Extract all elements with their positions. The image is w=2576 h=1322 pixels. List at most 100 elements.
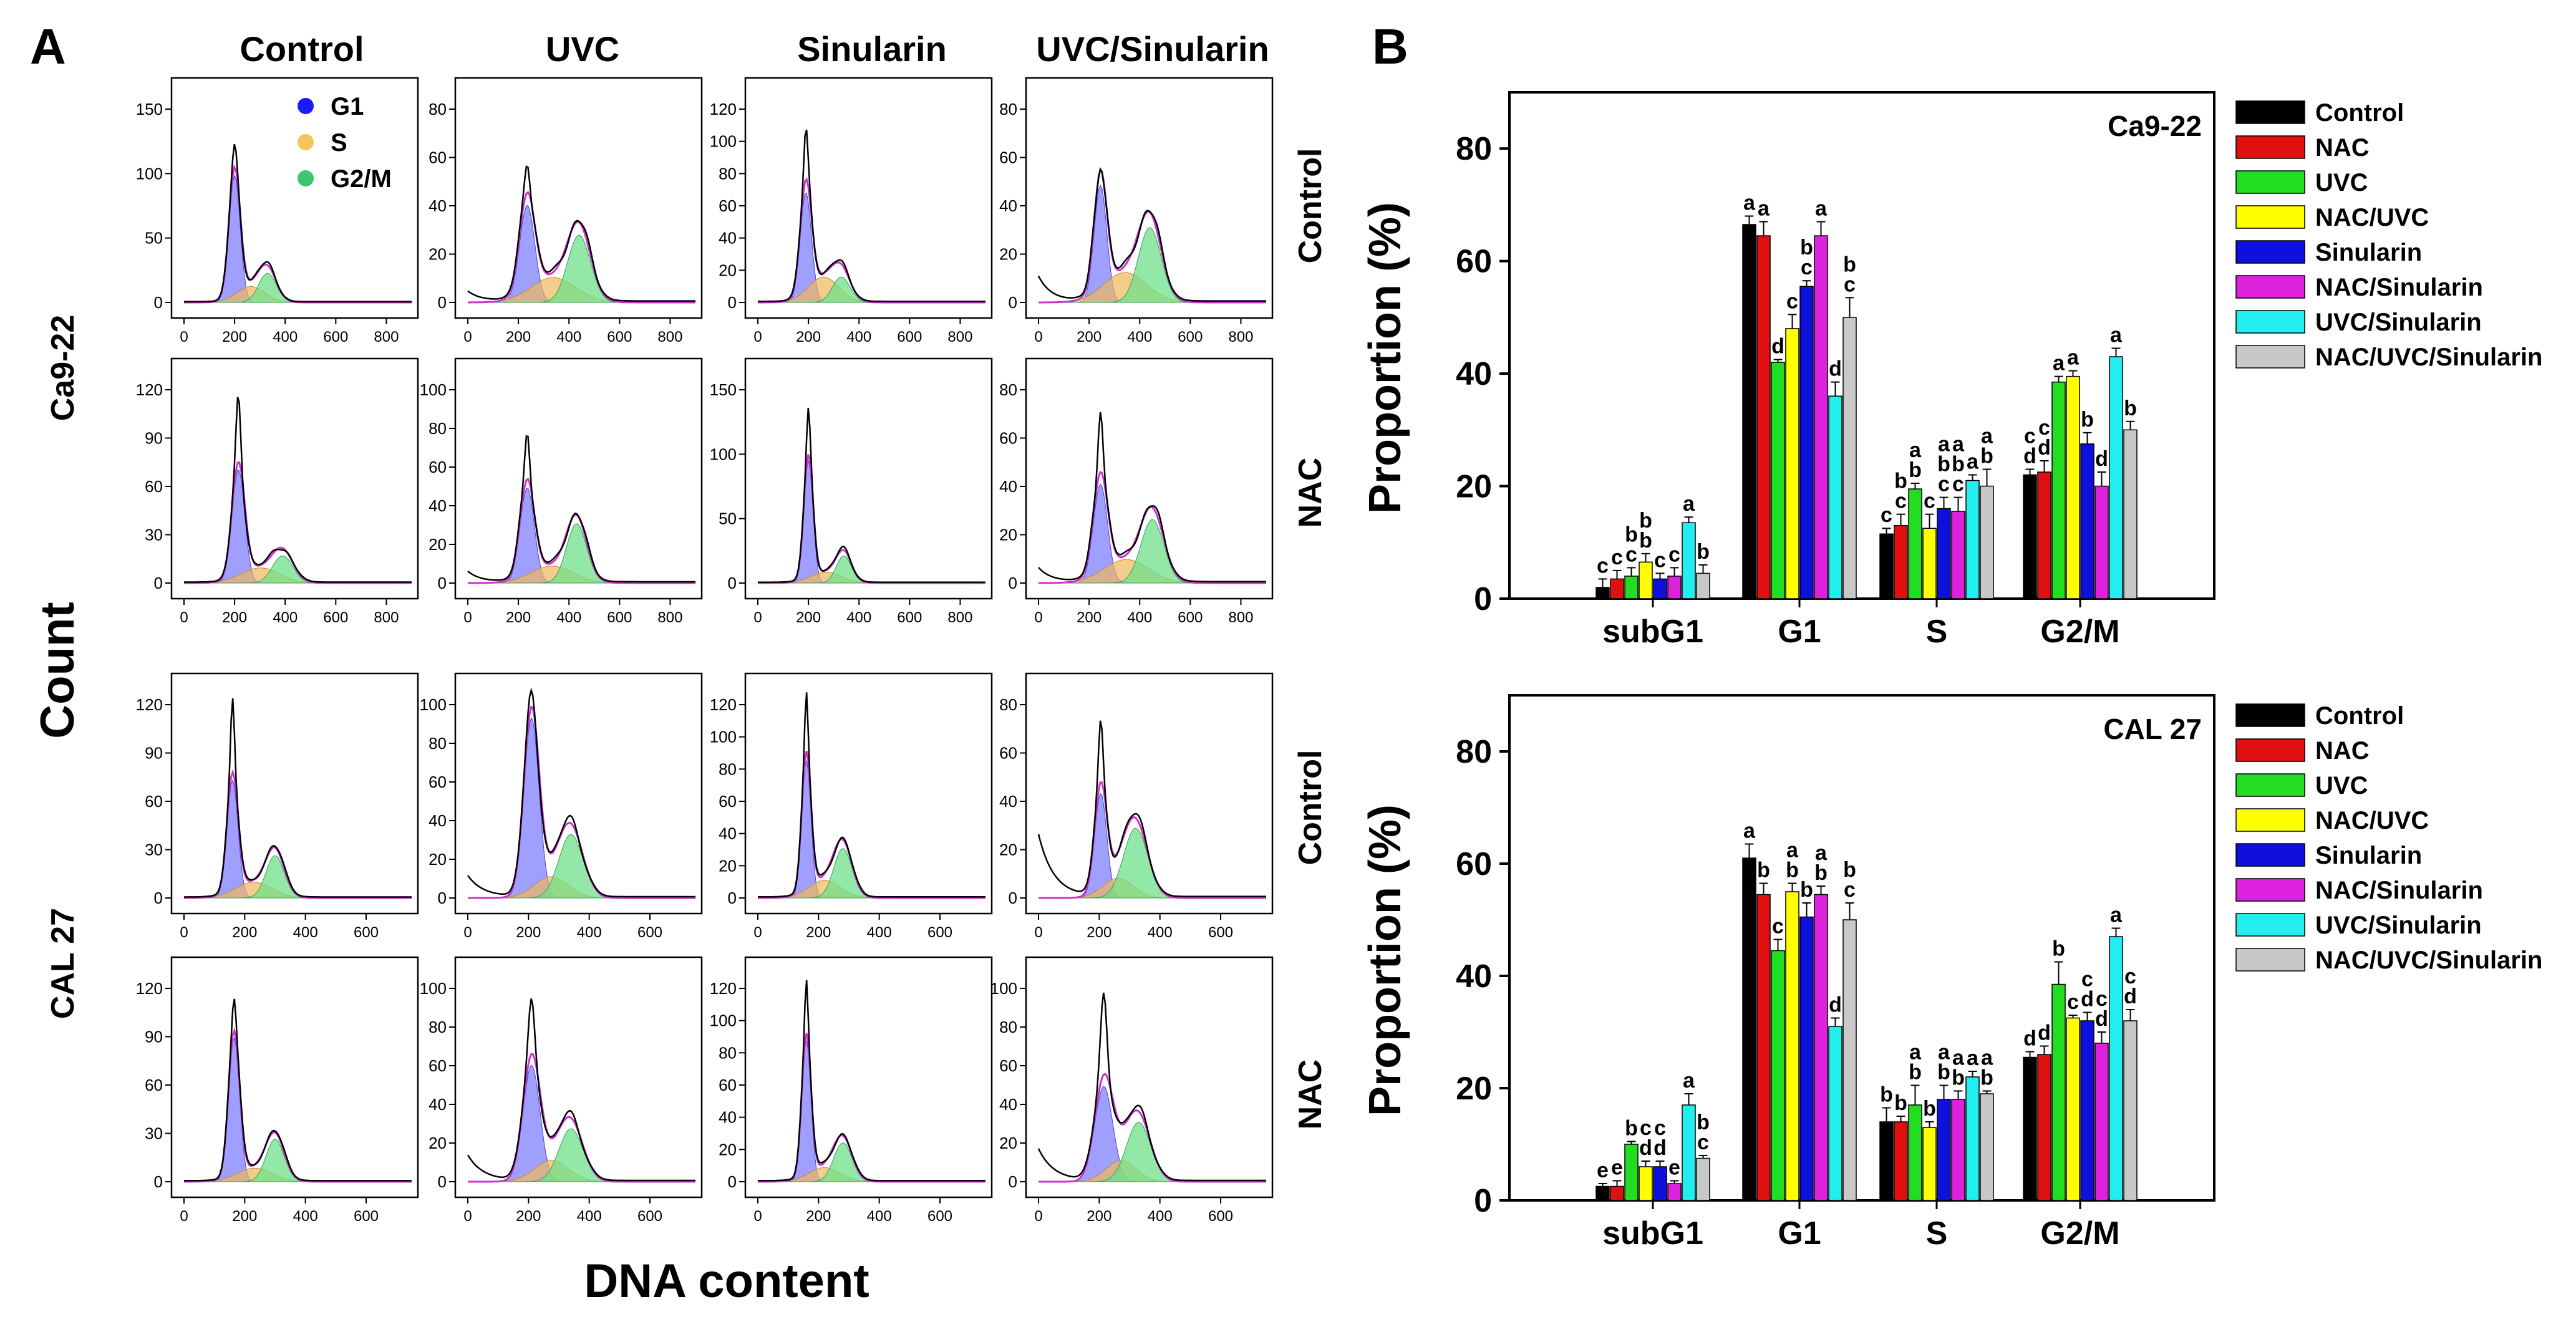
raw-histogram-line bbox=[1037, 720, 1266, 897]
significance-letter: b bbox=[1937, 1061, 1950, 1084]
significance-letter: b bbox=[1697, 540, 1710, 564]
y-tick-label: 120 bbox=[710, 979, 737, 998]
x-tick-label: 600 bbox=[323, 609, 348, 626]
significance-letter: c bbox=[1597, 554, 1609, 577]
y-tick-label: 80 bbox=[719, 760, 737, 778]
cell-line-label-ca922: Ca9-22 bbox=[45, 315, 81, 422]
significance-letter: c bbox=[2096, 987, 2108, 1011]
bar-control-g1 bbox=[1742, 857, 1756, 1201]
y-tick-label: 0 bbox=[154, 293, 163, 312]
significance-letter: c bbox=[1697, 1131, 1709, 1154]
x-tick-label: 400 bbox=[867, 1208, 892, 1225]
significance-letter: c bbox=[1625, 543, 1637, 566]
bar-nac-subg1 bbox=[1610, 578, 1624, 599]
y-tick-label: 120 bbox=[136, 380, 163, 399]
x-tick-label: 200 bbox=[1087, 924, 1111, 941]
model-fit-line bbox=[1039, 470, 1266, 584]
x-tick-label: 600 bbox=[1178, 609, 1203, 626]
significance-letter: c bbox=[2081, 968, 2093, 992]
bar-nac-sinularin-g1 bbox=[1814, 894, 1828, 1201]
bar-nac-uvc-sinularin-g1 bbox=[1842, 919, 1857, 1201]
y-tick-label: 40 bbox=[719, 824, 737, 843]
significance-letter: b bbox=[1923, 1097, 1936, 1121]
bar-uvc-subg1 bbox=[1624, 1144, 1639, 1201]
bar-control-subg1 bbox=[1595, 587, 1610, 599]
x-tick-label: 400 bbox=[846, 329, 871, 345]
significance-letter: c bbox=[1952, 473, 1964, 496]
y-tick-label: 100 bbox=[420, 979, 447, 998]
x-tick-label: 800 bbox=[657, 329, 682, 345]
x-tick-label: 400 bbox=[1148, 924, 1173, 941]
y-tick-label: 60 bbox=[999, 429, 1017, 448]
y-tick-label: 0 bbox=[154, 574, 163, 592]
significance-letter: a bbox=[1683, 1069, 1695, 1093]
histogram-0-2: 0 20 40 60 80 100 120 0 200 400 600 800 bbox=[710, 77, 993, 345]
column-title-uvc: UVC bbox=[546, 29, 619, 69]
y-tick-label: 0 bbox=[1009, 574, 1017, 592]
column-title-control: Control bbox=[240, 29, 364, 69]
y-tick-label: 60 bbox=[429, 1056, 447, 1075]
y-tick-label: 60 bbox=[429, 458, 447, 476]
bar-uvc-g1 bbox=[1771, 950, 1785, 1201]
significance-letter: b bbox=[1625, 523, 1638, 546]
significance-letter: a bbox=[2053, 352, 2065, 375]
y-tick-label: 20 bbox=[999, 526, 1017, 544]
x-tick-label: 0 bbox=[463, 329, 472, 345]
y-tick-label: 60 bbox=[1456, 244, 1492, 280]
bar-nac-uvc-g1 bbox=[1785, 891, 1799, 1201]
legend-label: S bbox=[331, 129, 347, 157]
significance-letter: b bbox=[1800, 878, 1813, 902]
histogram-frame bbox=[744, 672, 993, 915]
significance-letter: d bbox=[1654, 1136, 1667, 1160]
bar-uvc-s bbox=[1908, 1104, 1922, 1201]
significance-letter: a bbox=[1938, 433, 1950, 456]
raw-histogram-line bbox=[758, 407, 985, 583]
raw-histogram-line bbox=[1038, 412, 1266, 582]
bar-nac-uvc-sinularin-subg1 bbox=[1696, 1157, 1710, 1201]
y-tick-label: 60 bbox=[1456, 846, 1492, 882]
legend-label: NAC bbox=[2315, 134, 2370, 162]
raw-histogram-line bbox=[467, 998, 695, 1182]
raw-histogram-line bbox=[184, 698, 412, 898]
significance-letter: d bbox=[2081, 988, 2094, 1011]
y-tick-label: 80 bbox=[999, 380, 1017, 399]
x-tick-label: 400 bbox=[577, 1208, 602, 1225]
legend-swatch bbox=[2235, 135, 2305, 159]
x-tick-label: 0 bbox=[753, 924, 762, 941]
bar-nac-uvc-sinularin-s bbox=[1980, 1093, 1994, 1201]
legend-swatch bbox=[2235, 843, 2305, 867]
x-tick-label: 600 bbox=[354, 1208, 379, 1225]
x-tick-label: 600 bbox=[897, 329, 922, 345]
y-tick-label: 20 bbox=[999, 1134, 1017, 1152]
category-label: G1 bbox=[1778, 1215, 1821, 1252]
significance-letter: e bbox=[1597, 1159, 1609, 1182]
y-tick-label: 20 bbox=[719, 856, 737, 875]
legend-label: UVC/Sinularin bbox=[2315, 309, 2482, 336]
legend-label: UVC/Sinularin bbox=[2315, 912, 2482, 939]
y-tick-label: 20 bbox=[1456, 1071, 1492, 1107]
y-tick-label: 60 bbox=[429, 148, 447, 167]
x-tick-label: 800 bbox=[1228, 609, 1253, 626]
bar-uvc-sinularin-s bbox=[1965, 1076, 1980, 1201]
legend-label: NAC/UVC bbox=[2315, 807, 2429, 834]
y-tick-label: 60 bbox=[999, 148, 1017, 167]
legend-swatch bbox=[2235, 275, 2305, 299]
x-tick-label: 600 bbox=[607, 609, 632, 626]
significance-letter: c bbox=[1844, 273, 1856, 296]
category-label: G2/M bbox=[2040, 1215, 2119, 1252]
histogram-frame bbox=[170, 357, 419, 600]
significance-letter: b bbox=[2052, 937, 2065, 961]
x-tick-label: 0 bbox=[753, 1208, 762, 1225]
x-tick-label: 200 bbox=[232, 1208, 257, 1225]
significance-letter: b bbox=[1697, 1111, 1710, 1134]
x-tick-label: 400 bbox=[846, 609, 871, 626]
y-tick-label: 0 bbox=[728, 574, 737, 592]
category-label: G1 bbox=[1778, 614, 1821, 650]
y-tick-label: 50 bbox=[145, 229, 163, 248]
y-tick-label: 0 bbox=[154, 1172, 163, 1191]
raw-histogram-line bbox=[467, 687, 695, 898]
significance-letter: b bbox=[1757, 859, 1770, 882]
significance-letter: d bbox=[2023, 444, 2036, 468]
